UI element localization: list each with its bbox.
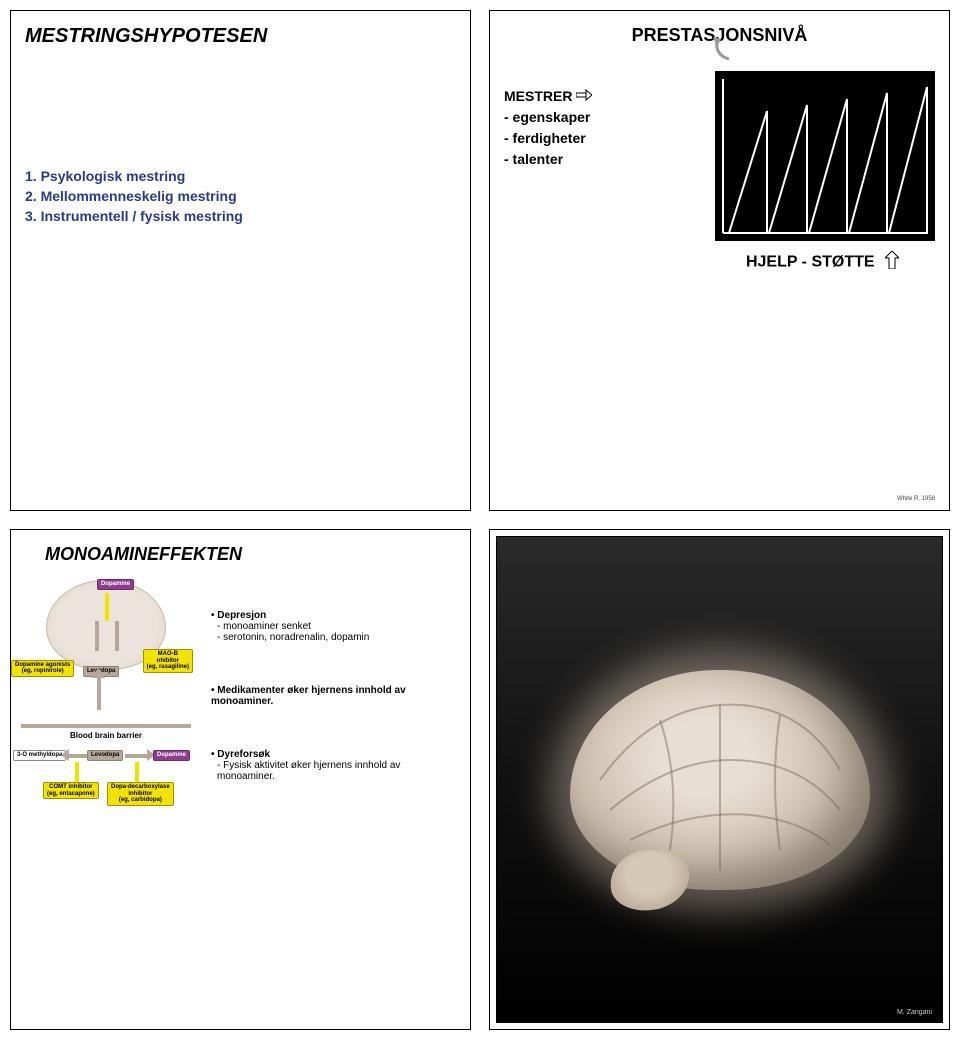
s2-left-item: - egenskaper xyxy=(504,107,592,128)
s2-left-item: - talenter xyxy=(504,149,592,170)
bbb-label: Blood brain barrier xyxy=(21,731,191,740)
slide-1: MESTRINGSHYPOTESEN 1. Psykologisk mestri… xyxy=(10,10,471,511)
s3-b3-sub: Fysisk aktivitet øker hjernens innhold a… xyxy=(217,760,456,782)
label-3o: 3-O methyldopa xyxy=(13,750,66,761)
s3-b3-head: Dyreforsøk xyxy=(211,749,456,760)
slide-grid: MESTRINGSHYPOTESEN 1. Psykologisk mestri… xyxy=(0,0,960,1040)
s4-brain-wrap: M. Zangani xyxy=(496,536,943,1023)
label-dopamine-bottom: Dopamine xyxy=(153,750,190,761)
arrow-right-icon xyxy=(576,86,592,107)
slide-3: MONOAMINEFFEKTEN Dopamine Dopamine agoni… xyxy=(10,529,471,1030)
bar xyxy=(105,593,109,621)
s3-right-column: Depresjon monoaminer senket serotonin, n… xyxy=(211,610,456,824)
brain-sulci-icon xyxy=(570,670,870,890)
arrow-up-icon xyxy=(91,668,105,678)
s3-title: MONOAMINEFFEKTEN xyxy=(45,544,456,565)
s3-block-3: Dyreforsøk Fysisk aktivitet øker hjernen… xyxy=(211,749,456,782)
curved-arrow-icon xyxy=(709,35,739,63)
s2-bottom-row: HJELP - STØTTE xyxy=(746,251,899,274)
s3-b1-sub: monoaminer senket xyxy=(217,621,456,632)
s3-block-1: Depresjon monoaminer senket serotonin, n… xyxy=(211,610,456,643)
s3-b1-head: Depresjon xyxy=(211,610,456,621)
s2-left-item: - ferdigheter xyxy=(504,128,592,149)
label-levodopa-bottom: Levodopa xyxy=(87,750,123,761)
label-dopamine: Dopamine xyxy=(97,579,134,590)
s3-b2-head: Medikamenter øker hjernens innhold av mo… xyxy=(211,685,456,707)
label-ddc: Dopa-decarboxylase inhibitor (eg, carbid… xyxy=(107,782,174,806)
bbb: Blood brain barrier xyxy=(21,724,191,732)
slide-4: M. Zangani xyxy=(489,529,950,1030)
bar xyxy=(135,762,139,782)
s1-list: 1. Psykologisk mestring 2. Mellommennesk… xyxy=(25,168,456,224)
s2-mestrer: MESTRER xyxy=(504,88,572,104)
s1-list-item: 2. Mellommenneskelig mestring xyxy=(25,188,456,204)
s3-block-2: Medikamenter øker hjernens innhold av mo… xyxy=(211,685,456,707)
bar xyxy=(95,621,99,651)
slide-2: PRESTASJONSNIVÅ MESTRER - egenskaper - f… xyxy=(489,10,950,511)
bar xyxy=(115,621,119,651)
s4-citation: M. Zangani xyxy=(897,1009,932,1016)
s1-list-item: 1. Psykologisk mestring xyxy=(25,168,456,184)
s2-chart xyxy=(715,71,935,241)
s2-left-block: MESTRER - egenskaper - ferdigheter - tal… xyxy=(504,86,592,170)
bar xyxy=(125,754,149,758)
arrow-up-icon xyxy=(885,251,899,274)
label-comt: COMT inhibitor (eg, entacapone) xyxy=(43,782,99,799)
bar xyxy=(75,762,79,782)
s1-list-item: 3. Instrumentell / fysisk mestring xyxy=(25,208,456,224)
s2-mestrer-row: MESTRER xyxy=(504,86,592,107)
s2-bottom-label: HJELP - STØTTE xyxy=(746,254,875,271)
arrow-left-icon xyxy=(61,749,69,761)
s2-chart-svg xyxy=(715,71,935,241)
brain-image xyxy=(570,670,870,890)
s3-b1-sub: serotonin, noradrenalin, dopamin xyxy=(217,632,456,643)
bottom-pathway: 3-O methyldopa Levodopa Dopamine COMT in… xyxy=(21,742,191,812)
brain-top: Dopamine Dopamine agonists (eg, ropiniro… xyxy=(46,580,166,670)
s1-title: MESTRINGSHYPOTESEN xyxy=(25,25,456,48)
s3-diagram: Dopamine Dopamine agonists (eg, ropiniro… xyxy=(21,580,191,812)
s2-citation: White R. 1958 xyxy=(897,496,935,502)
